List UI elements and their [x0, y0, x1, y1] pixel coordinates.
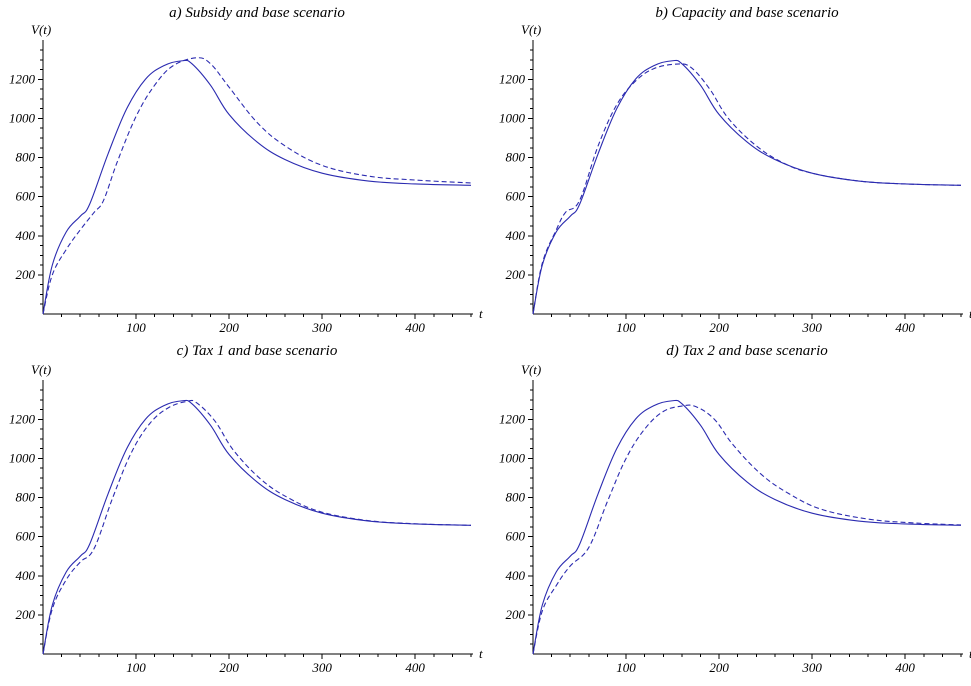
y-tick-label: 800	[16, 150, 36, 165]
x-axis-label: t	[969, 306, 971, 321]
x-tick-label: 100	[126, 660, 146, 675]
solid-series-line	[532, 399, 962, 655]
solid-series-line	[532, 59, 962, 315]
panel-title: b) Capacity and base scenario	[655, 5, 839, 21]
x-axis-label: t	[969, 646, 971, 661]
dashed-series-line	[532, 63, 962, 315]
y-tick-label: 800	[16, 490, 36, 505]
y-tick-label: 200	[16, 267, 36, 282]
y-tick-label: 600	[16, 529, 36, 544]
panel-title: a) Subsidy and base scenario	[169, 5, 345, 21]
y-tick-label: 1000	[9, 110, 36, 125]
y-axis-label: V(t)	[521, 362, 541, 377]
dashed-series-line	[42, 57, 472, 315]
y-tick-label: 1200	[499, 71, 526, 86]
panel-b: b) Capacity and base scenario V(t) t 100 200…	[499, 5, 971, 335]
x-tick-label: 400	[895, 320, 915, 335]
panel-c: c) Tax 1 and base scenario V(t) t 100 200 300…	[9, 343, 483, 675]
y-tick-label: 1000	[499, 450, 526, 465]
x-tick-label: 300	[801, 660, 822, 675]
x-tick-label: 100	[126, 320, 146, 335]
panel-d: d) Tax 2 and base scenario V(t) t 100 200 300…	[499, 343, 971, 675]
y-axis-label: V(t)	[521, 22, 541, 37]
panel-title: c) Tax 1 and base scenario	[177, 343, 338, 359]
dashed-series-line	[532, 404, 962, 655]
dashed-series-line	[42, 399, 472, 655]
y-axis-label: V(t)	[31, 362, 51, 377]
x-tick-label: 200	[219, 320, 239, 335]
x-axis-label: t	[479, 646, 483, 661]
y-tick-label: 1000	[499, 110, 526, 125]
panel-a: a) Subsidy and base scenario V(t) t 100 200 3…	[9, 5, 483, 335]
x-tick-label: 400	[895, 660, 915, 675]
x-tick-label: 100	[616, 660, 636, 675]
y-tick-label: 600	[506, 189, 526, 204]
x-tick-label: 200	[709, 320, 729, 335]
y-tick-label: 600	[506, 529, 526, 544]
x-tick-label: 200	[219, 660, 239, 675]
y-tick-label: 800	[506, 150, 526, 165]
y-tick-label: 1200	[499, 411, 526, 426]
y-tick-label: 400	[16, 228, 36, 243]
x-tick-label: 100	[616, 320, 636, 335]
y-tick-label: 800	[506, 490, 526, 505]
panel-title: d) Tax 2 and base scenario	[666, 343, 828, 359]
y-tick-label: 400	[506, 568, 526, 583]
y-tick-label: 1000	[9, 450, 36, 465]
x-tick-label: 300	[311, 660, 332, 675]
x-tick-label: 400	[405, 660, 425, 675]
y-tick-label: 1200	[9, 71, 36, 86]
y-tick-label: 200	[506, 267, 526, 282]
solid-series-line	[42, 399, 472, 655]
x-axis-label: t	[479, 306, 483, 321]
y-tick-label: 400	[16, 568, 36, 583]
x-tick-label: 300	[311, 320, 332, 335]
y-tick-label: 200	[16, 607, 36, 622]
y-tick-label: 600	[16, 189, 36, 204]
x-tick-label: 200	[709, 660, 729, 675]
y-tick-label: 1200	[9, 411, 36, 426]
y-tick-label: 200	[506, 607, 526, 622]
solid-series-line	[42, 59, 472, 315]
x-tick-label: 400	[405, 320, 425, 335]
y-axis-label: V(t)	[31, 22, 51, 37]
x-tick-label: 300	[801, 320, 822, 335]
y-tick-label: 400	[506, 228, 526, 243]
